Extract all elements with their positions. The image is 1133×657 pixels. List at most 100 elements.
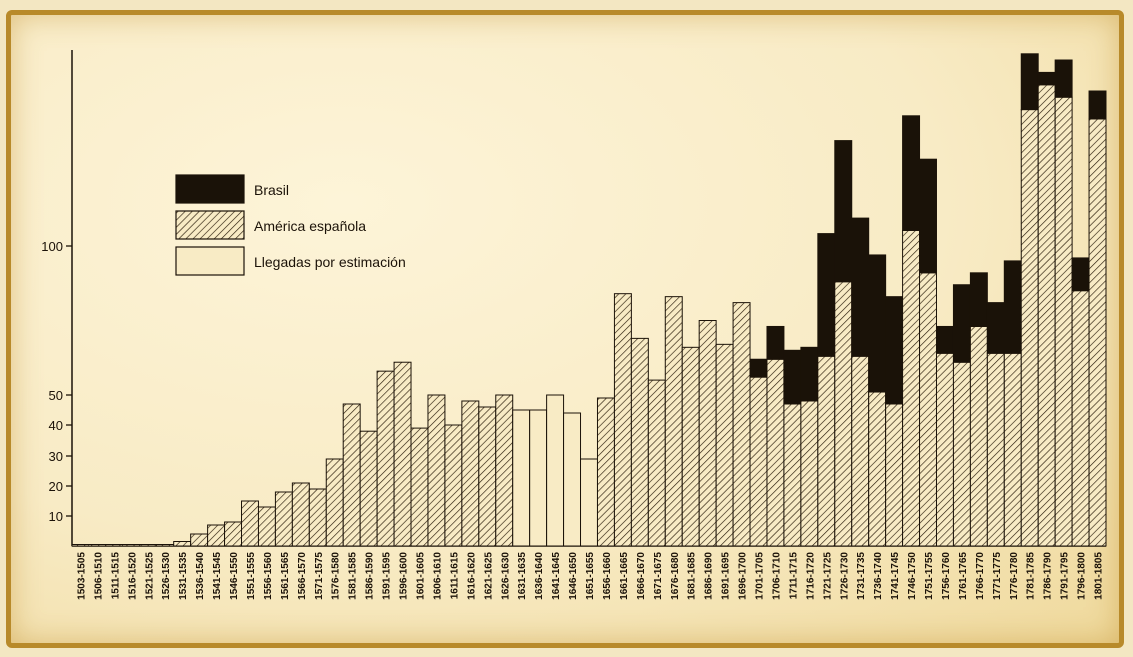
y-ticks-group: 10 20 30 40 50 100 (41, 239, 72, 524)
bar-america-espanola-1766-1770 (969, 325, 988, 547)
x-tick-label: 1771-1775 (992, 552, 1003, 600)
bar-america-espanola-1566-1570 (291, 482, 310, 547)
x-tick-label: 1521-1525 (144, 552, 155, 600)
x-tick-label: 1511-1515 (110, 552, 121, 600)
bar-brasil-1791-1795 (1054, 59, 1073, 98)
x-tick-label: 1576-1580 (331, 552, 342, 600)
bar-america-espanola-1696-1700 (732, 302, 751, 547)
bar-america-espanola-1503-1505 (71, 544, 90, 547)
x-tick-label: 1546-1550 (229, 552, 240, 600)
bar-america-espanola-1571-1575 (308, 488, 327, 547)
bar-america-espanola-1756-1760 (935, 352, 954, 547)
bar-brasil-1756-1760 (935, 325, 954, 354)
legend: Brasil América española Llegadas por estim… (175, 174, 406, 276)
x-tick-label: 1786-1790 (1043, 552, 1054, 600)
bar-america-espanola-1751-1755 (919, 272, 937, 547)
x-tick-label: 1636-1640 (534, 552, 545, 600)
x-tick-label: 1531-1535 (178, 552, 189, 600)
x-tick-label: 1741-1745 (890, 552, 901, 600)
bar-brasil-1726-1730 (834, 140, 853, 283)
x-tick-label: 1551-1555 (246, 552, 257, 600)
bar-brasil-1796-1800 (1071, 257, 1090, 292)
x-tick-label: 1591-1595 (382, 552, 393, 600)
bar-brasil-1766-1770 (969, 272, 988, 327)
bar-america-espanola-1691-1695 (715, 343, 734, 547)
x-tick-label: 1503-1505 (76, 552, 87, 600)
bar-america-espanola-1776-1780 (1003, 352, 1022, 547)
bar-brasil-1731-1735 (851, 217, 870, 357)
legend-label: Llegadas por estimación (254, 254, 406, 270)
bar-america-espanola-1621-1625 (478, 406, 497, 547)
bar-america-espanola-1536-1540 (190, 533, 209, 547)
x-tick-label: 1536-1540 (195, 552, 206, 600)
bar-america-espanola-1681-1685 (681, 346, 700, 547)
x-tick-label: 1766-1770 (975, 552, 986, 600)
bar-america-espanola-1576-1580 (325, 458, 344, 547)
bar-america-espanola-1686-1690 (698, 320, 717, 547)
x-tick-label: 1731-1735 (856, 552, 867, 600)
x-tick-label: 1781-1785 (1026, 552, 1037, 600)
bar-estimacion-1646-1650 (563, 412, 582, 547)
x-tick-label: 1571-1575 (314, 552, 325, 600)
x-tick-label: 1526-1530 (161, 552, 172, 600)
x-tick-label: 1666-1670 (636, 552, 647, 600)
bar-america-espanola-1711-1715 (783, 403, 802, 547)
bar-america-espanola-1671-1675 (647, 379, 666, 547)
bar-brasil-1771-1775 (986, 302, 1005, 354)
x-tick-label: 1641-1645 (551, 552, 562, 600)
bar-america-espanola-1666-1670 (630, 337, 649, 547)
x-tick-label: 1566-1570 (297, 552, 308, 600)
y-tick-label: 30 (49, 449, 63, 464)
bar-america-espanola-1801-1805 (1088, 118, 1107, 547)
x-tick-label: 1721-1725 (822, 552, 833, 600)
y-tick-label: 20 (49, 479, 63, 494)
x-tick-label: 1726-1730 (839, 552, 850, 600)
x-tick-label: 1631-1635 (517, 552, 528, 600)
bar-brasil-1781-1785 (1020, 53, 1039, 111)
bar-america-espanola-1611-1615 (444, 424, 463, 547)
x-tick-label: 1626-1630 (500, 552, 511, 600)
bar-america-espanola-1531-1535 (173, 541, 192, 547)
legend-label: Brasil (254, 182, 289, 198)
bar-america-espanola-1586-1590 (359, 430, 378, 547)
x-tick-label: 1796-1800 (1077, 552, 1088, 600)
bar-america-espanola-1746-1750 (902, 230, 921, 547)
bar-america-espanola-1781-1785 (1020, 109, 1039, 547)
bar-america-espanola-1546-1550 (224, 521, 243, 547)
bar-america-espanola-1771-1775 (986, 352, 1005, 547)
bar-america-espanola-1626-1630 (495, 394, 514, 547)
bar-brasil-1751-1755 (919, 158, 937, 274)
x-tick-label: 1606-1610 (432, 552, 443, 600)
x-tick-label: 1761-1765 (958, 552, 969, 600)
bar-america-espanola-1796-1800 (1071, 290, 1090, 547)
x-tick-label: 1601-1605 (415, 552, 426, 600)
legend-swatch (175, 210, 245, 240)
x-tick-label: 1736-1740 (873, 552, 884, 600)
x-tick-label: 1661-1665 (619, 552, 630, 600)
bar-estimacion-1636-1640 (529, 409, 548, 547)
x-tick-label: 1506-1510 (93, 552, 104, 600)
x-tick-label: 1561-1565 (280, 552, 291, 600)
x-tick-label: 1651-1655 (585, 552, 596, 600)
bar-brasil-1741-1745 (885, 296, 904, 405)
x-tick-label: 1791-1795 (1060, 552, 1071, 600)
bar-america-espanola-1716-1720 (800, 400, 819, 547)
bar-america-espanola-1506-1510 (88, 544, 107, 547)
x-tick-label: 1686-1690 (704, 552, 715, 600)
x-tick-label: 1746-1750 (907, 552, 918, 600)
bar-brasil-1701-1705 (749, 358, 768, 378)
bar-america-espanola-1616-1620 (461, 400, 480, 547)
x-tick-label: 1516-1520 (127, 552, 138, 600)
bar-america-espanola-1561-1565 (274, 491, 293, 547)
bar-america-espanola-1601-1605 (410, 427, 429, 547)
legend-swatch (175, 174, 245, 204)
x-tick-label: 1611-1615 (449, 552, 460, 600)
bar-america-espanola-1521-1525 (139, 544, 158, 547)
y-tick-label: 50 (49, 388, 63, 403)
bars-group (71, 53, 1107, 547)
bar-america-espanola-1721-1725 (817, 355, 836, 547)
bar-america-espanola-1676-1680 (664, 296, 683, 547)
legend-swatch (175, 246, 245, 276)
x-tick-label: 1701-1705 (755, 552, 766, 600)
